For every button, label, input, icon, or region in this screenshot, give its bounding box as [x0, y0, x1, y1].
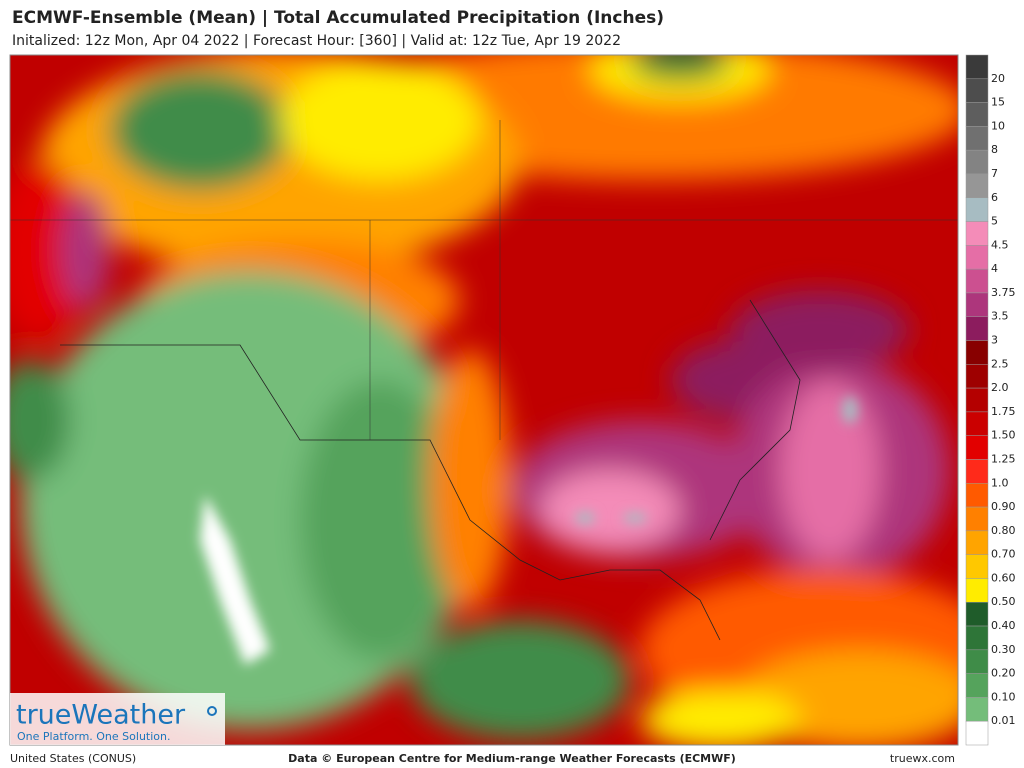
- legend-swatch: [965, 435, 989, 460]
- legend-label: 5: [991, 215, 998, 228]
- legend-label: 1.75: [991, 405, 1016, 418]
- subtitle: Initalized: 12z Mon, Apr 04 2022 | Forec…: [12, 33, 621, 49]
- legend-swatch: [965, 126, 989, 151]
- footer-right: truewx.com: [890, 752, 955, 765]
- legend-label: 3: [991, 334, 998, 347]
- legend-swatch: [965, 387, 989, 413]
- legend-swatch: [965, 459, 989, 484]
- legend-swatch: [965, 221, 989, 246]
- legend: 20 15 10 8 7 6 5 4.5 4 3.75 3.5 3 2.5 2.0 1.75 1.50 1.25…: [965, 54, 1016, 746]
- legend-swatch: [965, 601, 989, 627]
- legend-label: 3.75: [991, 286, 1016, 299]
- legend-label: 4.5: [991, 238, 1009, 251]
- legend-label: 0.90: [991, 500, 1016, 513]
- legend-swatch: [965, 506, 989, 532]
- legend-swatch: [965, 578, 989, 603]
- legend-swatch: [965, 625, 989, 651]
- legend-swatch: [965, 720, 989, 746]
- legend-label: 7: [991, 167, 998, 180]
- legend-swatch: [965, 340, 989, 365]
- map: [10, 55, 958, 745]
- legend-swatch: [965, 316, 989, 341]
- legend-swatch: [965, 245, 989, 270]
- logo-tagline: One Platform. One Solution.: [17, 730, 170, 743]
- legend-swatch: [965, 697, 989, 722]
- legend-label: 0.01: [991, 714, 1016, 727]
- legend-swatch: [965, 411, 989, 436]
- legend-swatch: [965, 197, 989, 222]
- legend-swatch: [965, 102, 989, 127]
- map-frame: [9, 54, 959, 746]
- legend-label: 0.70: [991, 548, 1016, 561]
- legend-label: 3.5: [991, 310, 1009, 323]
- legend-swatch: [965, 292, 989, 317]
- logo-name: trueWeather: [16, 700, 186, 731]
- legend-label: 8: [991, 143, 998, 156]
- title: ECMWF-Ensemble (Mean) | Total Accumulate…: [12, 8, 664, 28]
- legend-label: 0.60: [991, 571, 1016, 584]
- legend-label: 2.5: [991, 357, 1009, 370]
- legend-label: 0.80: [991, 524, 1016, 537]
- legend-swatch: [965, 554, 989, 579]
- legend-label: 0.30: [991, 643, 1016, 656]
- legend-swatch: [965, 530, 989, 555]
- legend-swatch: [965, 78, 989, 103]
- legend-swatch: [965, 364, 989, 389]
- legend-label: 1.0: [991, 476, 1009, 489]
- legend-swatch: [965, 173, 989, 199]
- legend-label: 0.20: [991, 667, 1016, 680]
- legend-label: 0.10: [991, 690, 1016, 703]
- legend-label: 2.0: [991, 381, 1009, 394]
- logo-box: [10, 693, 225, 745]
- legend-label: 1.50: [991, 429, 1016, 442]
- legend-label: 0.50: [991, 595, 1016, 608]
- legend-label: 15: [991, 96, 1005, 109]
- logo-dot: [207, 706, 217, 716]
- legend-label: 6: [991, 191, 998, 204]
- legend-swatch: [965, 673, 989, 698]
- legend-swatch: [965, 54, 989, 80]
- legend-label: 4: [991, 262, 998, 275]
- legend-label: 20: [991, 72, 1005, 85]
- footer-left: United States (CONUS): [10, 752, 136, 765]
- legend-swatch: [965, 268, 989, 294]
- legend-label: 0.40: [991, 619, 1016, 632]
- footer-center: Data © European Centre for Medium-range …: [288, 752, 736, 765]
- legend-label: 1.25: [991, 452, 1016, 465]
- legend-swatch: [965, 149, 989, 175]
- legend-label: 10: [991, 119, 1005, 132]
- legend-swatch: [965, 649, 989, 674]
- legend-swatch: [965, 483, 989, 508]
